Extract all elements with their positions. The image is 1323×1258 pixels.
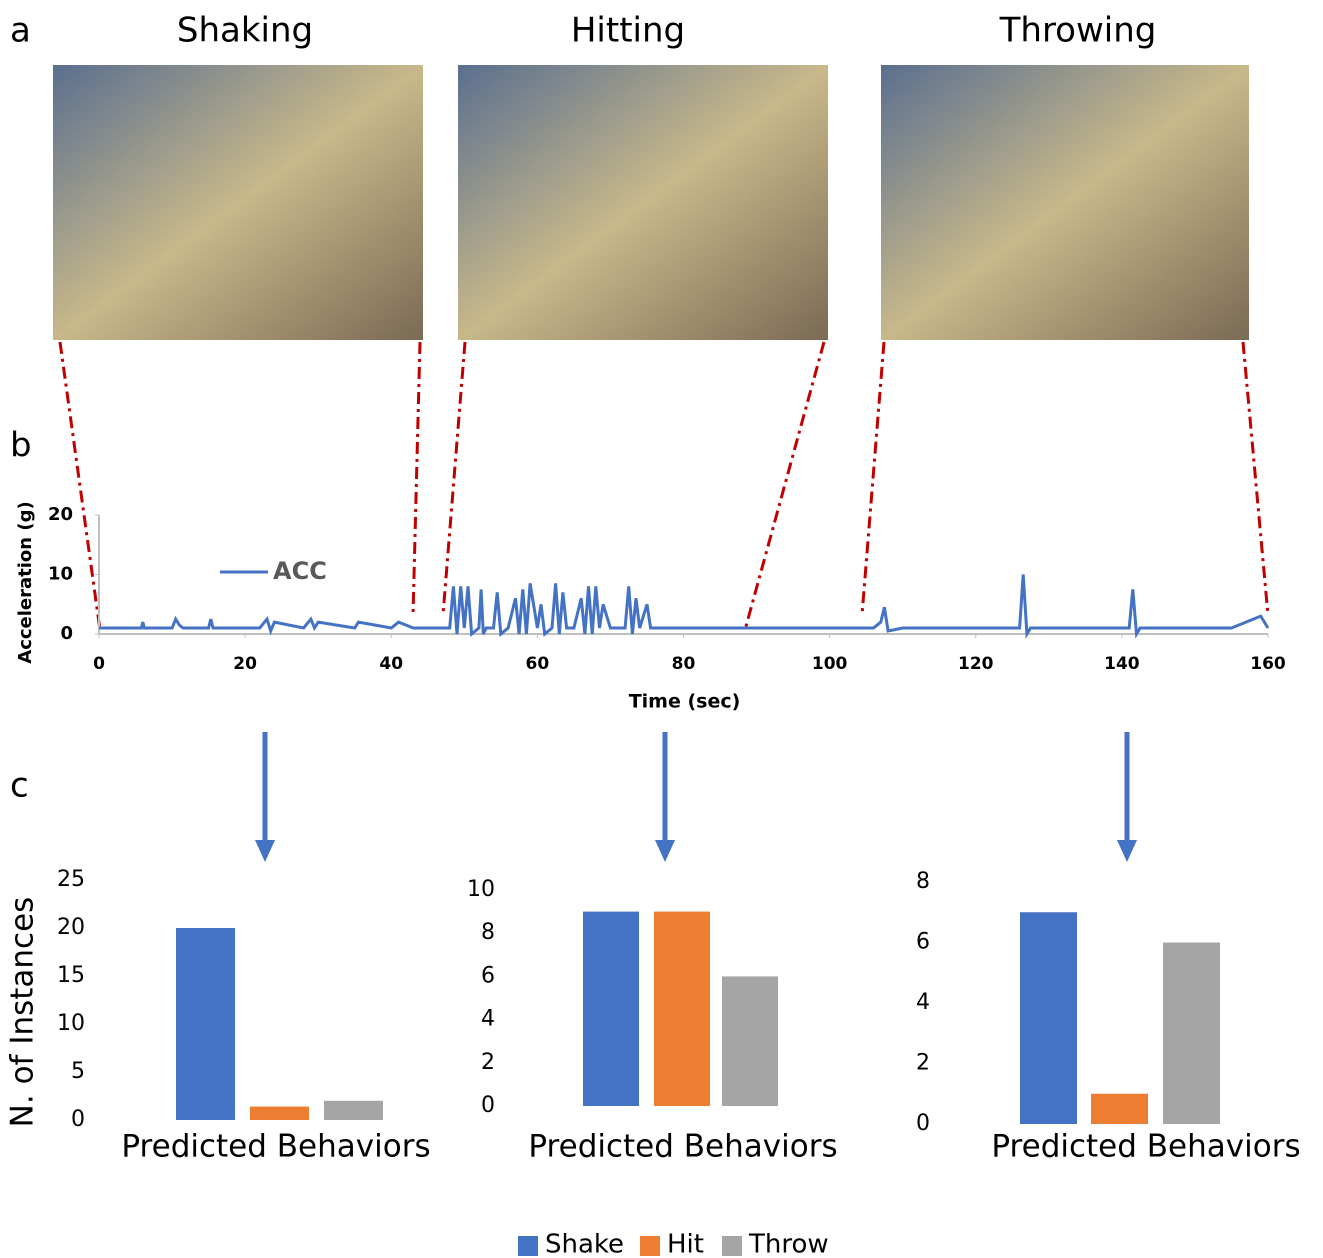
y-tick-label: 6 [481, 963, 495, 988]
photo-title: Shaking [177, 11, 313, 51]
photo [881, 65, 1249, 340]
y-tick-label: 15 [57, 963, 85, 988]
bar [654, 912, 710, 1106]
x-axis-title: Predicted Behaviors [991, 1129, 1300, 1165]
legend-label: Throw [748, 1230, 829, 1258]
y-tick-label: 0 [916, 1111, 930, 1136]
legend-swatch [640, 1236, 660, 1256]
legend-swatch [518, 1236, 538, 1256]
bar [1091, 1094, 1148, 1124]
x-tick-label: 160 [1250, 654, 1286, 674]
arrows [255, 732, 1137, 862]
legend-label: Hit [667, 1230, 704, 1258]
y-tick-label: 20 [57, 915, 85, 940]
x-axis-title: Predicted Behaviors [528, 1129, 837, 1165]
panel-label: c [10, 766, 29, 806]
x-tick-label: 120 [958, 654, 994, 674]
y-tick-label: 25 [57, 867, 85, 892]
x-tick-label: 20 [233, 654, 257, 674]
y-tick-label: 4 [481, 1007, 495, 1032]
zoom-lines [60, 342, 1268, 630]
x-tick-label: 0 [93, 654, 105, 674]
bar [583, 912, 639, 1106]
x-tick-label: 40 [379, 654, 403, 674]
photo [53, 65, 423, 340]
legend-label: Shake [545, 1230, 624, 1258]
figure: a b c Shaking Hitting Throwing 010200204… [0, 0, 1323, 1258]
bar [1020, 912, 1077, 1124]
line-chart: 0 10 20 0 20 40 60 80 100 120 140 160 Time (sec) Acce… [15, 501, 1286, 712]
x-tick-label: 100 [812, 654, 848, 674]
y-tick-label: 8 [481, 920, 495, 945]
bar [176, 928, 235, 1120]
y-tick-label: 6 [916, 930, 930, 955]
bar [1163, 943, 1220, 1125]
y-tick-label: 0 [71, 1107, 85, 1132]
y-tick-label: 5 [71, 1059, 85, 1084]
y-tick-label: 10 [57, 1011, 85, 1036]
photo [458, 65, 828, 340]
legend-label: ACC [273, 557, 327, 585]
y-tick-label: 2 [481, 1050, 495, 1075]
y-tick-label: 8 [916, 869, 930, 894]
y-tick-label: 0 [481, 1093, 495, 1118]
y-tick-label: 10 [48, 564, 73, 585]
y-axis-title: Acceleration (g) [15, 501, 36, 663]
photo-title: Throwing [999, 11, 1157, 51]
photo-title: Hitting [571, 11, 685, 51]
y-tick-label: 0 [60, 623, 73, 644]
bar [250, 1107, 309, 1120]
bar [324, 1101, 383, 1120]
x-axis-title: Predicted Behaviors [121, 1129, 430, 1165]
x-tick-label: 80 [672, 654, 696, 674]
x-axis-title: Time (sec) [629, 691, 741, 713]
panel-label: b [10, 426, 32, 466]
x-tick-label: 140 [1104, 654, 1140, 674]
y-tick-label: 4 [916, 990, 930, 1015]
y-tick-label: 2 [916, 1051, 930, 1076]
bar [722, 976, 778, 1106]
x-tick-label: 60 [526, 654, 550, 674]
y-tick-label: 20 [48, 504, 73, 525]
y-axis-title: N. of Instances [5, 897, 41, 1128]
panel-label: a [10, 11, 31, 51]
legend-swatch [722, 1236, 742, 1256]
y-tick-label: 10 [467, 877, 495, 902]
photos [53, 65, 1249, 340]
